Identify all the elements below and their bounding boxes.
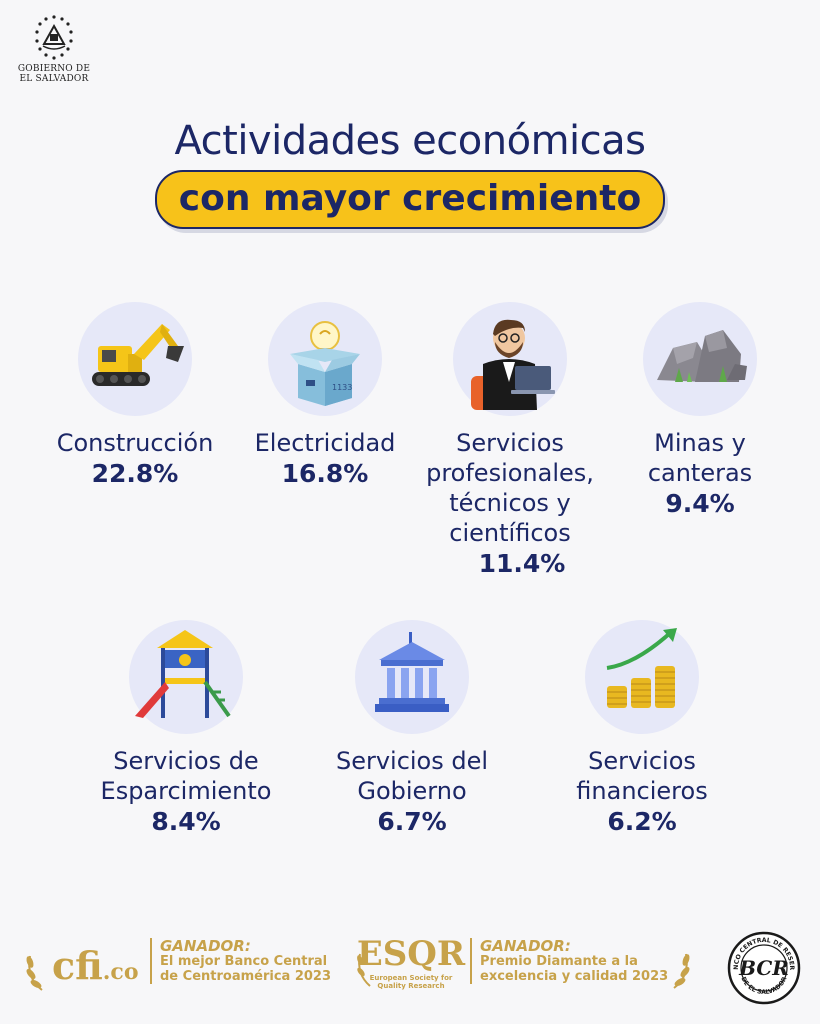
item-icon-circle	[585, 620, 699, 734]
award-best-central-bank: GANADOR: El mejor Banco Central de Centr…	[150, 938, 350, 984]
item-servicios-gobierno: Servicios del Gobierno 6.7%	[312, 620, 512, 838]
item-servicios-profesionales: Servicios profesionales, técnicos y cien…	[410, 302, 610, 580]
item-icon-circle	[355, 620, 469, 734]
item-icon-circle	[129, 620, 243, 734]
item-label: Servicios de Esparcimiento	[100, 747, 272, 805]
item-label: Construcción	[56, 429, 214, 457]
item-label: Servicios profesionales, técnicos y cien…	[426, 429, 594, 547]
item-servicios-esparcimiento: Servicios de Esparcimiento 8.4%	[86, 620, 286, 838]
item-label: Electricidad	[254, 429, 396, 457]
esqr-logo: ESQR European Society for Quality Resear…	[356, 934, 466, 1000]
svg-text:1133: 1133	[332, 383, 352, 392]
government-logo: GOBIERNO DE EL SALVADOR	[14, 12, 94, 84]
item-value: 16.8%	[281, 459, 369, 488]
item-value: 11.4%	[478, 549, 566, 578]
cfi-logo: cfi.co	[22, 942, 142, 992]
item-electricidad: 1133 Electricidad 16.8%	[240, 302, 410, 490]
lightbulb-box-icon: 1133	[290, 321, 360, 406]
item-label: Servicios del Gobierno	[335, 747, 489, 805]
footer-awards: cfi.co GANADOR: El mejor Banco Central d…	[0, 930, 820, 1010]
item-value: 8.4%	[151, 807, 221, 836]
government-name: GOBIERNO DE EL SALVADOR	[17, 64, 91, 84]
government-building-icon	[375, 632, 449, 712]
item-construccion: Construcción 22.8%	[40, 302, 230, 490]
item-icon-circle: 1133	[268, 302, 382, 416]
laurel-left-icon	[357, 953, 371, 987]
item-value: 6.2%	[607, 807, 677, 836]
item-minas-canteras: Minas y canteras 9.4%	[620, 302, 780, 520]
award-diamond-prize: GANADOR: Premio Diamante a la excelencia…	[470, 938, 670, 984]
el-salvador-coat-of-arms-icon	[35, 15, 73, 60]
item-icon-circle	[453, 302, 567, 416]
item-servicios-financieros: Servicios financieros 6.2%	[552, 620, 732, 838]
laurel-right-icon	[673, 953, 690, 989]
title-highlight: con mayor crecimiento	[154, 170, 666, 229]
item-icon-circle	[643, 302, 757, 416]
bcr-wordmark: BCR	[738, 956, 789, 980]
playground-icon	[135, 630, 231, 718]
cfi-wordmark: cfi.co	[52, 943, 139, 988]
item-label: Minas y canteras	[647, 429, 753, 487]
title-main: Actividades económicas	[174, 118, 646, 164]
laurel-left-icon	[26, 955, 43, 991]
excavator-icon	[92, 324, 184, 386]
item-icon-circle	[78, 302, 192, 416]
professional-laptop-icon	[471, 319, 555, 410]
coins-growth-icon	[606, 628, 677, 708]
item-label: Servicios financieros	[576, 747, 708, 805]
rocks-icon	[657, 330, 747, 382]
item-value: 6.7%	[377, 807, 447, 836]
item-value: 22.8%	[91, 459, 179, 488]
page-title: Actividades económicas con mayor crecimi…	[0, 118, 820, 229]
item-value: 9.4%	[665, 489, 735, 518]
bcr-seal: BANCO CENTRAL DE RESERVA DE EL SALVADOR …	[726, 930, 801, 1005]
